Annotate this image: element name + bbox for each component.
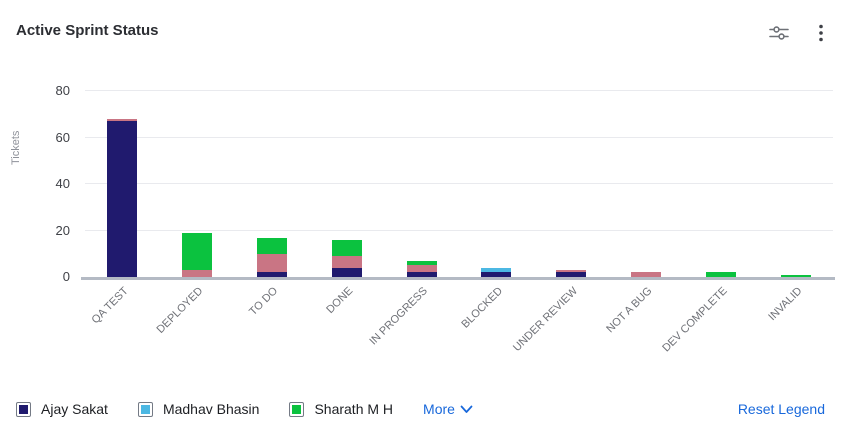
stacked-bar	[481, 267, 512, 277]
bar-segment[interactable]	[406, 260, 437, 266]
header-actions	[765, 20, 827, 46]
stacked-bar	[331, 239, 362, 277]
legend-checkbox-swatch	[289, 401, 305, 417]
legend-checkbox-swatch	[137, 401, 153, 417]
x-axis-label: IN PROGRESS	[367, 285, 431, 348]
bar-segment[interactable]	[780, 274, 811, 277]
bar-segment[interactable]	[630, 272, 661, 277]
bar-column-blocked: BLOCKED	[459, 91, 534, 331]
x-axis-label: UNDER REVIEW	[510, 285, 580, 354]
bar-segment[interactable]	[107, 118, 138, 122]
bar-column-qa-test: QA TEST	[85, 91, 160, 326]
bar-segment[interactable]	[705, 272, 736, 277]
bar-column-in-progress: IN PROGRESS	[368, 91, 459, 348]
bar-column-under-review: UNDER REVIEW	[511, 91, 609, 354]
stacked-bar	[406, 260, 437, 277]
bar-column-not-a-bug: NOT A BUG	[604, 91, 684, 335]
legend-checkbox-swatch	[16, 401, 31, 417]
y-tick-label-20: 20	[55, 222, 70, 238]
gridline-80	[85, 90, 833, 91]
y-tick-label-60: 60	[55, 129, 70, 145]
sliders-settings-icon[interactable]	[765, 21, 793, 45]
gridline-40	[85, 183, 833, 184]
bar-segment[interactable]	[556, 272, 587, 277]
y-tick-label-0: 0	[62, 269, 70, 284]
legend-more-button[interactable]: More	[423, 401, 473, 417]
bar-segment[interactable]	[256, 253, 287, 273]
x-axis-label: NOT A BUG	[604, 285, 655, 336]
bar-segment[interactable]	[406, 272, 437, 277]
bar-column-deployed: DEPLOYED	[155, 91, 235, 336]
y-tick-label-80: 80	[55, 83, 70, 98]
gridline-20	[85, 229, 833, 231]
x-axis-label: QA TEST	[89, 285, 131, 327]
x-axis-label: DEPLOYED	[154, 285, 206, 336]
stacked-bar	[780, 274, 811, 277]
chart-plot-area: QA TEST DEPLOYED TO DO DONE IN PROGRESS BLOCK…	[81, 90, 835, 354]
x-axis-label: INVALID	[765, 285, 805, 324]
legend-item-madhav-bhasin[interactable]: Madhav Bhasin	[137, 401, 260, 417]
bar-segment[interactable]	[331, 239, 362, 257]
reset-legend-button[interactable]: Reset Legend	[737, 401, 825, 417]
bar-column-invalid: INVALID	[758, 91, 833, 323]
legend-more-label: More	[423, 401, 455, 417]
stacked-bar	[630, 272, 661, 277]
bar-segment[interactable]	[556, 270, 587, 273]
bar-segment[interactable]	[331, 256, 362, 268]
legend-items: Ajay Sakat Madhav Bhasin Sharath M H	[16, 401, 393, 417]
legend-item-ajay-sakat[interactable]: Ajay Sakat	[16, 401, 108, 417]
stacked-bar	[107, 118, 138, 277]
x-axis-line	[81, 277, 835, 280]
y-tick-label-40: 40	[55, 176, 70, 191]
bar-segment[interactable]	[481, 272, 512, 277]
chevron-down-icon	[460, 405, 473, 413]
y-axis-tick-labels: 0 20 40 60 80	[0, 83, 76, 284]
chart-legend: Ajay Sakat Madhav Bhasin Sharath M H More …	[16, 396, 825, 422]
page-title: Active Sprint Status	[16, 22, 159, 39]
x-axis-label: BLOCKED	[459, 285, 505, 331]
bar-column-done: DONE	[309, 91, 384, 316]
bar-segment[interactable]	[406, 265, 437, 273]
bar-segment[interactable]	[331, 267, 362, 277]
stacked-bar	[182, 232, 213, 277]
bar-segment[interactable]	[481, 267, 512, 273]
x-axis-label: DEV COMPLETE	[659, 285, 730, 355]
gridline-60	[85, 136, 833, 138]
bar-segment[interactable]	[256, 237, 287, 254]
legend-label: Ajay Sakat	[41, 401, 108, 417]
bars-container: QA TEST DEPLOYED TO DO DONE IN PROGRESS BLOCK…	[85, 91, 833, 354]
bar-segment[interactable]	[182, 232, 213, 271]
stacked-bar	[556, 270, 587, 277]
legend-item-sharath-m-h[interactable]: Sharath M H	[289, 401, 393, 417]
bar-segment[interactable]	[182, 270, 213, 277]
kebab-menu-icon[interactable]	[815, 20, 827, 46]
bar-segment[interactable]	[256, 272, 287, 277]
x-axis-label: TO DO	[247, 285, 281, 318]
stacked-bar	[705, 272, 736, 277]
legend-label: Madhav Bhasin	[162, 401, 260, 417]
bar-column-to-do: TO DO	[235, 91, 310, 318]
bar-segment[interactable]	[107, 121, 138, 277]
legend-label: Sharath M H	[314, 401, 394, 417]
bar-column-dev-complete: DEV COMPLETE	[660, 91, 758, 354]
stacked-bar	[256, 237, 287, 277]
x-axis-label: DONE	[324, 285, 356, 316]
